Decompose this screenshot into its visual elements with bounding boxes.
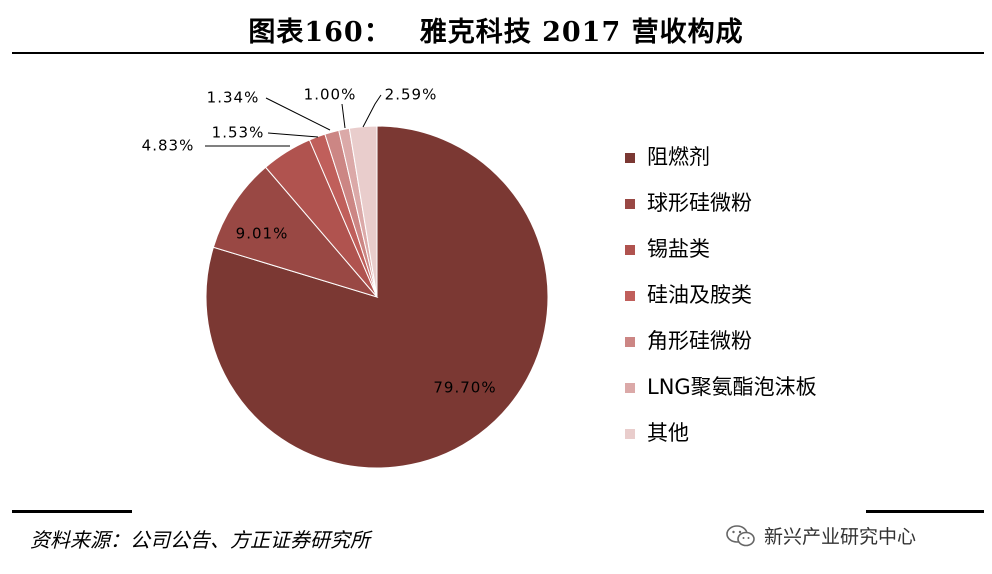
legend-swatch [625,429,635,439]
data-label: 1.53% [212,124,265,142]
chart-title: 图表160： 雅克科技 2017 营收构成 [0,10,992,49]
legend-swatch [625,291,635,301]
watermark: 新兴产业研究中心 [726,522,916,549]
leader-line [267,132,319,138]
legend-label: 阻燃剂 [647,145,710,169]
watermark-text: 新兴产业研究中心 [764,526,917,548]
footer-rule-right [866,510,984,513]
title-text: 雅克科技 2017 营收构成 [419,17,744,48]
legend-label: 其他 [647,421,689,445]
legend-swatch [625,153,635,163]
legend-label: 锡盐类 [647,237,710,261]
legend-swatch [625,199,635,209]
data-label: 1.00% [304,86,357,104]
leader-line [341,103,346,129]
wechat-icon [726,524,755,546]
figure-number: 图表160： [248,17,392,48]
data-label: 1.34% [207,89,260,107]
leader-line [362,94,382,128]
legend-swatch [625,337,635,347]
title-rule [12,52,984,54]
data-label: 79.70% [433,379,496,397]
data-label: 4.83% [142,137,195,155]
leader-line [265,97,331,131]
legend-swatch [625,245,635,255]
data-label: 9.01% [236,225,289,243]
legend-swatch [625,383,635,393]
footer-rule-left [12,510,132,513]
legend-label: 角形硅微粉 [647,329,752,353]
pie-slice [212,166,379,298]
data-label: 2.59% [385,86,438,104]
source-note: 资料来源：公司公告、方正证券研究所 [30,528,370,552]
legend-label: 硅油及胺类 [647,283,752,307]
legend-label: LNG聚氨酯泡沫板 [647,375,817,399]
legend-label: 球形硅微粉 [647,191,752,215]
